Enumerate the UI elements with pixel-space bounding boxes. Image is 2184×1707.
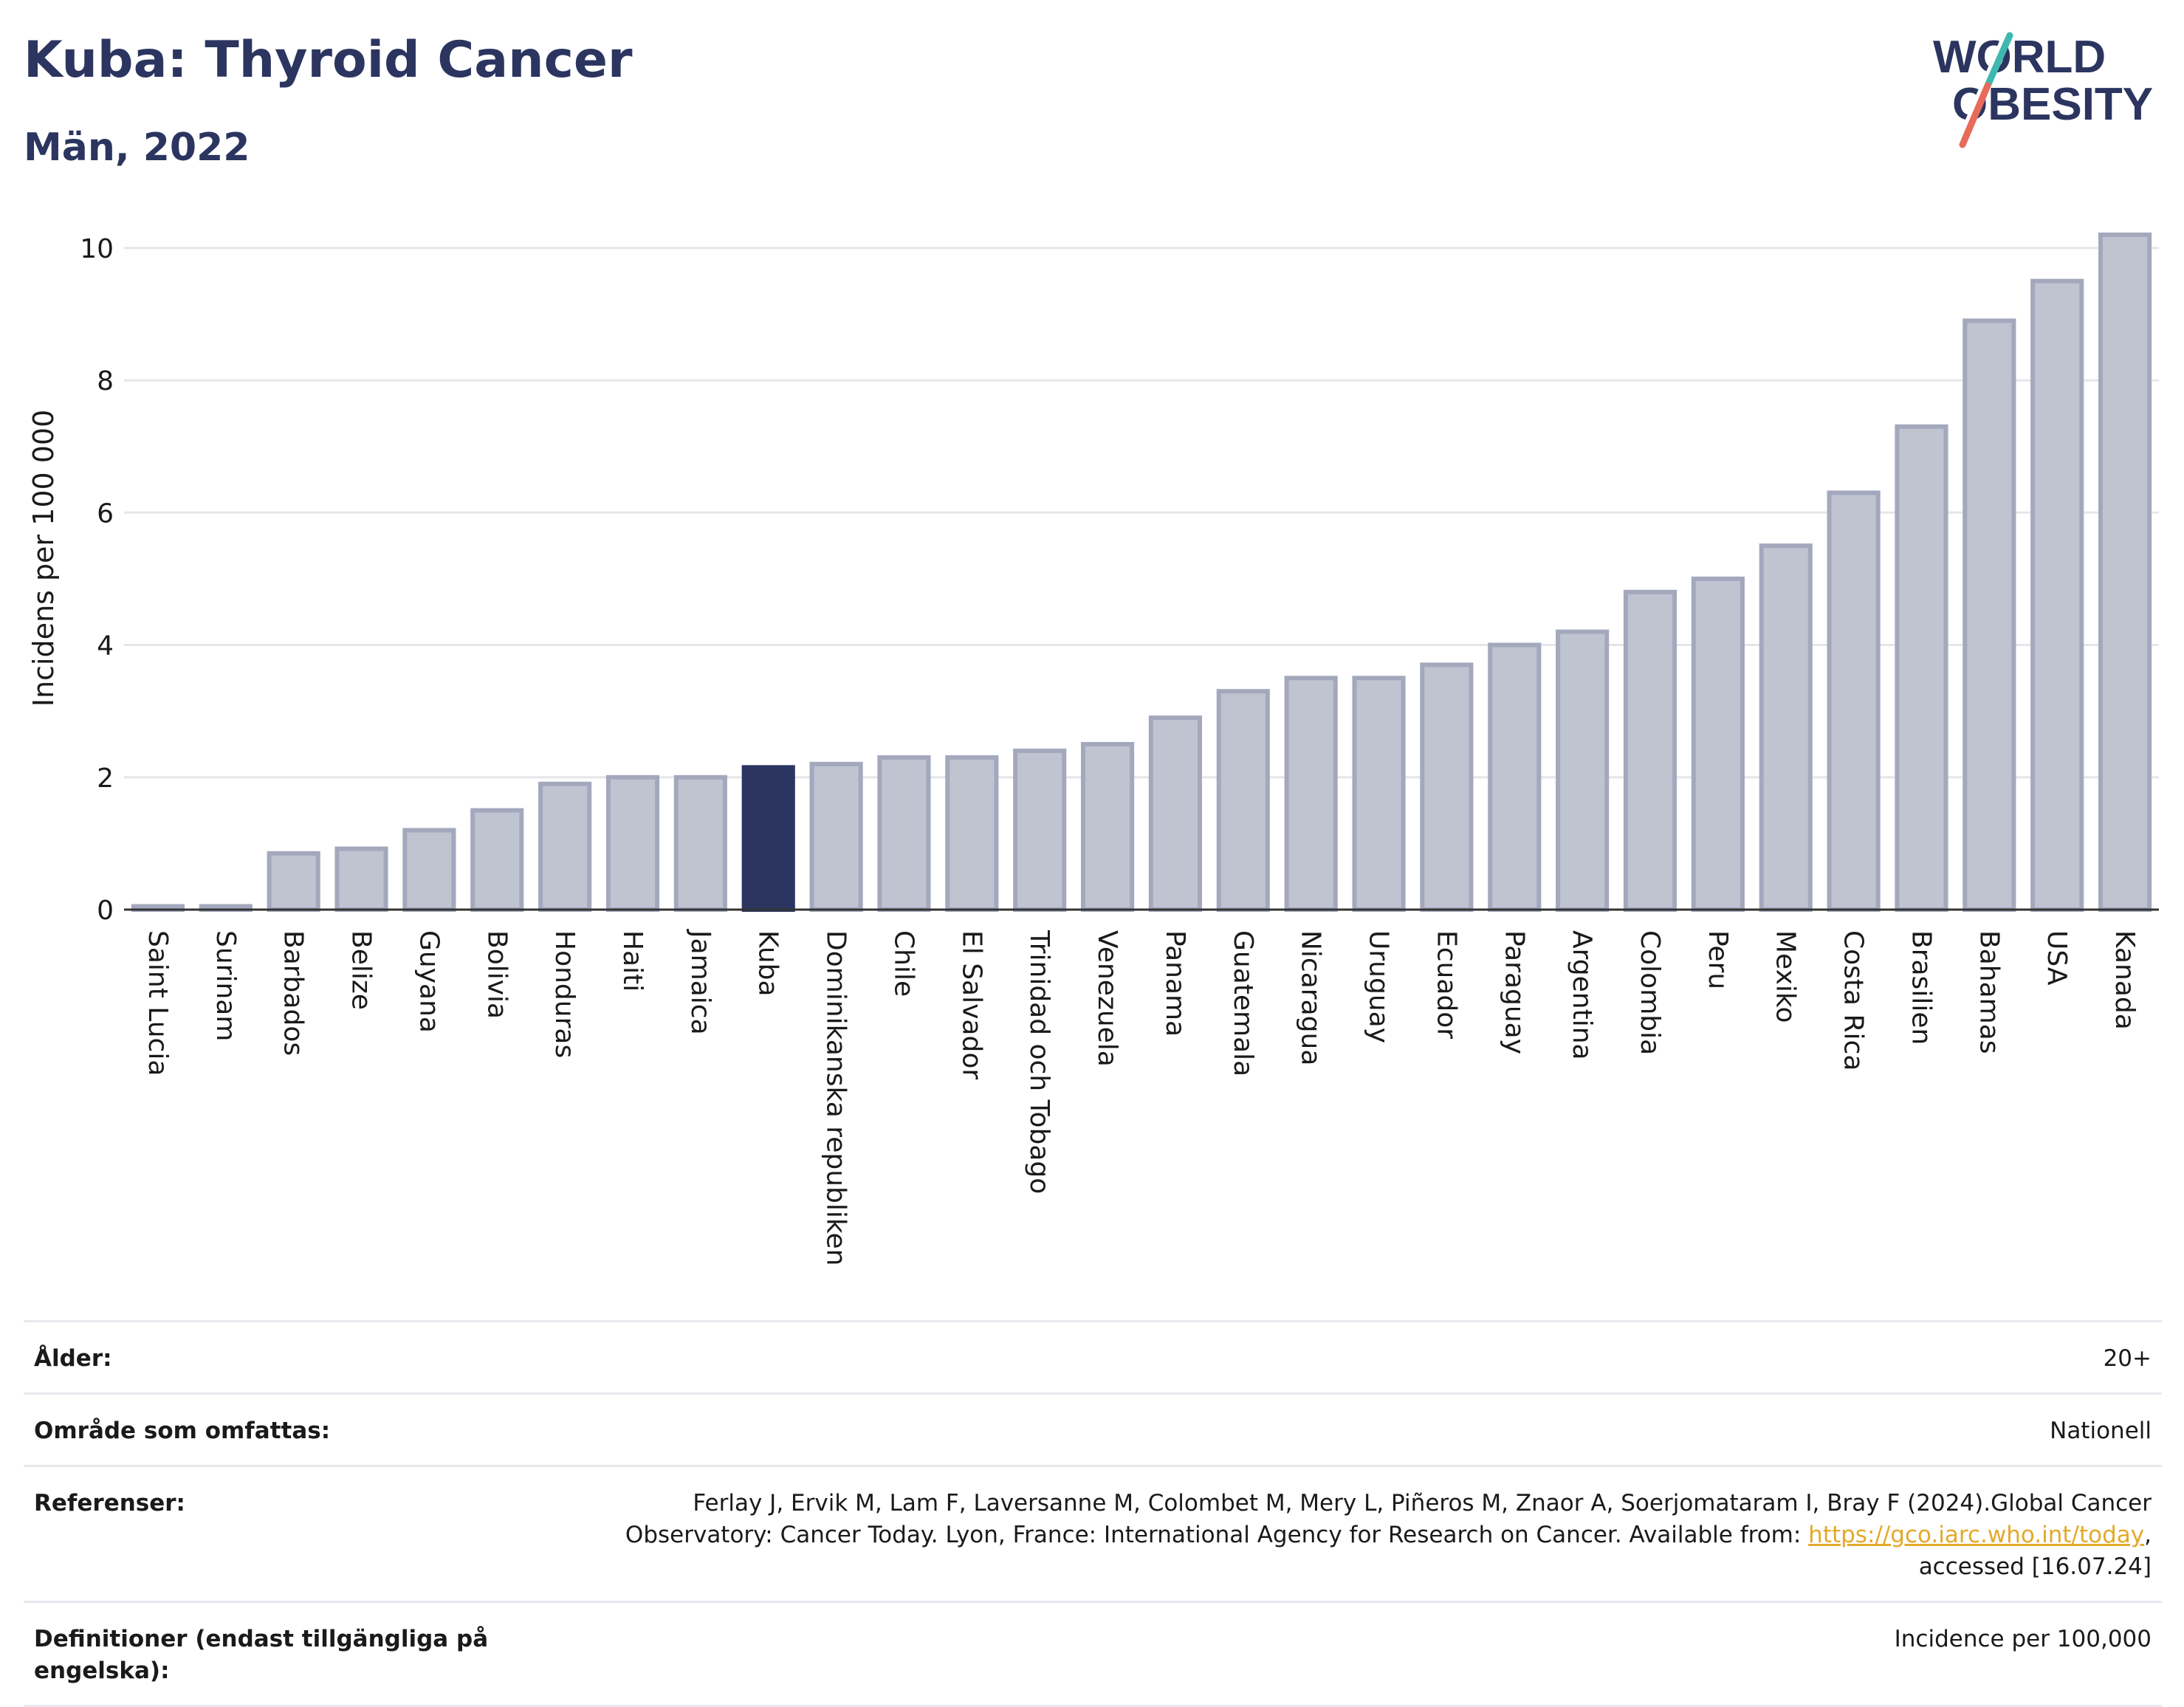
x-tick-label: Venezuela — [1092, 930, 1122, 1067]
bar-el-salvador[interactable] — [945, 755, 999, 913]
info-label: Definitioner (endast tillgängliga på eng… — [34, 1626, 489, 1684]
bar-guyana[interactable] — [402, 828, 456, 913]
info-label: Ålder: — [34, 1345, 112, 1372]
info-value-references: Ferlay J, Ervik M, Lam F, Laversanne M, … — [564, 1488, 2152, 1583]
x-tick-label: El Salvador — [956, 930, 986, 1079]
reference-accessed: , accessed [16.07.24] — [1918, 1522, 2152, 1580]
x-tick-label: Costa Rica — [1838, 930, 1869, 1071]
y-axis-title: Incidens per 100 000 — [27, 410, 60, 707]
x-tick-label: Colombia — [1635, 930, 1665, 1055]
bar-brasilien[interactable] — [1895, 424, 1948, 912]
x-tick-label: Belize — [346, 930, 377, 1010]
x-tick-label: Paraguay — [1499, 930, 1529, 1054]
x-tick-label: Jamaica — [685, 929, 715, 1035]
bar-usa[interactable] — [2030, 278, 2084, 912]
x-tick-label: Kanada — [2109, 930, 2140, 1030]
logo-slash-coral — [1959, 82, 1991, 148]
chart-subtitle: Män, 2022 — [24, 126, 250, 170]
y-axis-ticks: 0 2 4 6 8 10 — [80, 234, 114, 926]
bar-paraguay[interactable] — [1488, 642, 1542, 912]
chart-title: Kuba: Thyroid Cancer — [24, 31, 633, 89]
bar-guatemala[interactable] — [1216, 689, 1270, 912]
bar-honduras[interactable] — [538, 781, 592, 912]
bar-mexiko[interactable] — [1759, 543, 1813, 912]
x-tick-label: Kuba — [753, 930, 783, 997]
info-row-definitions: Definitioner (endast tillgängliga på eng… — [24, 1601, 2162, 1707]
bar-bahamas[interactable] — [1962, 318, 2016, 912]
x-tick-label: Barbados — [278, 930, 309, 1056]
bar-kanada[interactable] — [2098, 232, 2152, 912]
info-row-references: Referenser: Ferlay J, Ervik M, Lam F, La… — [24, 1465, 2162, 1601]
x-tick-label: Dominikanska republiken — [821, 930, 851, 1265]
bar-haiti[interactable] — [605, 774, 660, 913]
bar-jamaica[interactable] — [673, 774, 727, 913]
x-tick-label: Peru — [1703, 930, 1733, 989]
logo-slash-teal — [1984, 32, 2013, 89]
x-tick-label: Surinam — [210, 930, 241, 1041]
bar-chile[interactable] — [877, 755, 931, 913]
x-tick-label: Bahamas — [1974, 930, 2004, 1054]
x-tick-label: Brasilien — [1906, 930, 1936, 1045]
bar-dominikanska-republiken[interactable] — [809, 761, 863, 913]
bar-uruguay[interactable] — [1352, 676, 1406, 912]
logo-line1: WORLD — [1933, 32, 2106, 83]
bar-bolivia[interactable] — [470, 808, 524, 912]
x-tick-label: Trinidad och Tobago — [1024, 930, 1054, 1194]
bar-peru[interactable] — [1691, 576, 1745, 913]
info-row-coverage: Område som omfattas: Nationell — [24, 1392, 2162, 1465]
world-obesity-logo: WORLD OBESITY — [1933, 32, 2153, 148]
info-value: Incidence per 100,000 — [1894, 1626, 2152, 1652]
gridlines — [124, 247, 2159, 779]
x-tick-label: Uruguay — [1364, 930, 1394, 1043]
x-tick-label: Mexiko — [1771, 930, 1801, 1023]
bar-kuba[interactable] — [741, 765, 795, 912]
bar-panama[interactable] — [1148, 715, 1203, 912]
x-tick-label: Honduras — [549, 930, 580, 1058]
y-tick-label: 10 — [80, 234, 114, 264]
y-tick-label: 6 — [97, 498, 114, 529]
bar-argentina[interactable] — [1556, 629, 1610, 912]
x-tick-label: Saint Lucia — [142, 930, 173, 1076]
bar-chart: 0 2 4 6 8 10 Saint Lucia Surinam Barbados Belize… — [27, 232, 2159, 1265]
bar-costa-rica[interactable] — [1827, 490, 1881, 912]
x-tick-label: Haiti — [617, 930, 648, 992]
reference-text: Ferlay J, Ervik M, Lam F, Laversanne M, … — [625, 1490, 2152, 1548]
y-tick-label: 0 — [97, 896, 114, 926]
bar-ecuador[interactable] — [1420, 662, 1474, 913]
reference-link[interactable]: https://gco.iarc.who.int/today — [1808, 1522, 2145, 1548]
x-axis-labels: Saint Lucia Surinam Barbados Belize Guyana Bo… — [142, 929, 2140, 1265]
x-tick-label: USA — [2042, 930, 2072, 986]
info-label: Område som omfattas: — [34, 1418, 331, 1444]
bar-barbados[interactable] — [267, 851, 320, 912]
x-tick-label: Nicaragua — [1296, 930, 1326, 1065]
y-tick-label: 2 — [97, 763, 114, 794]
x-tick-label: Chile — [888, 930, 918, 997]
bar-colombia[interactable] — [1623, 589, 1678, 912]
x-tick-label: Argentina — [1567, 930, 1597, 1060]
y-tick-label: 4 — [97, 631, 114, 662]
bar-nicaragua[interactable] — [1284, 676, 1338, 912]
bars — [131, 232, 2152, 913]
x-tick-label: Guatemala — [1228, 930, 1258, 1076]
x-tick-label: Panama — [1160, 930, 1190, 1037]
bar-trinidad-och-tobago[interactable] — [1013, 748, 1067, 913]
x-tick-label: Ecuador — [1431, 930, 1461, 1039]
info-table: Ålder: 20+ Område som omfattas: Nationel… — [24, 1320, 2162, 1707]
info-value: 20+ — [2103, 1345, 2152, 1372]
x-tick-label: Bolivia — [481, 930, 512, 1019]
info-label: Referenser: — [34, 1490, 185, 1517]
info-row-age: Ålder: 20+ — [24, 1320, 2162, 1392]
info-value: Nationell — [2050, 1418, 2152, 1444]
x-tick-label: Guyana — [413, 930, 444, 1033]
y-tick-label: 8 — [97, 366, 114, 396]
bar-venezuela[interactable] — [1080, 741, 1135, 913]
bar-belize[interactable] — [334, 846, 388, 912]
